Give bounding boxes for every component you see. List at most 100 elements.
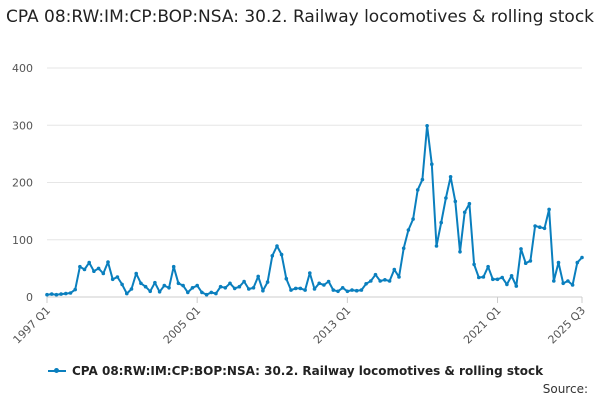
data-point[interactable] [533, 224, 537, 228]
data-point[interactable] [345, 289, 350, 294]
data-point[interactable] [364, 282, 368, 286]
data-point[interactable] [369, 279, 373, 283]
data-point[interactable] [397, 275, 401, 279]
data-point[interactable] [523, 261, 528, 266]
data-point[interactable] [125, 291, 129, 296]
data-point[interactable] [411, 217, 415, 221]
data-point[interactable] [209, 290, 214, 295]
data-point[interactable] [350, 288, 354, 292]
data-point[interactable] [308, 271, 312, 275]
data-point[interactable] [561, 281, 565, 286]
data-point[interactable] [472, 262, 476, 267]
data-point[interactable] [293, 286, 298, 291]
data-point[interactable] [439, 220, 444, 225]
data-point[interactable] [153, 280, 157, 285]
data-point[interactable] [509, 274, 514, 278]
data-point[interactable] [500, 275, 505, 280]
data-point[interactable] [92, 269, 96, 274]
data-point[interactable] [430, 162, 434, 166]
data-point[interactable] [373, 272, 378, 277]
data-point[interactable] [542, 226, 547, 231]
data-point[interactable] [49, 292, 54, 296]
data-point[interactable] [270, 254, 275, 258]
data-point[interactable] [186, 290, 190, 295]
data-point[interactable] [143, 284, 148, 289]
data-point[interactable] [171, 264, 176, 269]
data-point[interactable] [73, 287, 77, 292]
data-point[interactable] [181, 283, 185, 288]
data-point[interactable] [415, 188, 420, 192]
data-point[interactable] [392, 267, 397, 272]
data-point[interactable] [54, 292, 59, 297]
data-point[interactable] [218, 284, 223, 289]
data-point[interactable] [200, 290, 204, 295]
data-point[interactable] [378, 279, 383, 283]
data-point[interactable] [570, 283, 575, 287]
data-point[interactable] [340, 286, 345, 290]
data-point[interactable] [134, 271, 138, 276]
data-point[interactable] [556, 260, 561, 265]
data-point[interactable] [322, 283, 326, 287]
data-point[interactable] [68, 291, 73, 295]
data-point[interactable] [420, 177, 425, 182]
data-point[interactable] [505, 282, 509, 287]
data-point[interactable] [204, 292, 209, 297]
data-point[interactable] [190, 286, 195, 290]
data-point[interactable] [331, 288, 336, 292]
data-point[interactable] [59, 292, 63, 296]
data-point[interactable] [477, 275, 481, 280]
data-point[interactable] [284, 276, 289, 281]
data-point[interactable] [298, 286, 303, 291]
data-point[interactable] [538, 225, 542, 229]
data-point[interactable] [387, 279, 392, 283]
data-point[interactable] [448, 175, 453, 179]
data-point[interactable] [514, 284, 519, 288]
data-point[interactable] [312, 287, 317, 291]
data-point[interactable] [232, 286, 237, 291]
data-point[interactable] [580, 255, 584, 260]
data-point[interactable] [481, 275, 486, 279]
data-point[interactable] [425, 124, 429, 128]
data-point[interactable] [303, 288, 307, 292]
data-point[interactable] [82, 267, 87, 272]
data-point[interactable] [359, 288, 364, 292]
data-point[interactable] [462, 210, 467, 215]
data-point[interactable] [575, 260, 580, 265]
data-point[interactable] [228, 281, 232, 286]
data-point[interactable] [251, 286, 256, 290]
data-point[interactable] [458, 250, 462, 254]
data-point[interactable] [256, 274, 261, 279]
data-point[interactable] [167, 286, 171, 290]
data-point[interactable] [214, 291, 218, 296]
data-point[interactable] [148, 289, 152, 294]
data-point[interactable] [467, 201, 472, 206]
data-point[interactable] [519, 247, 523, 251]
data-point[interactable] [383, 278, 387, 282]
data-point[interactable] [176, 281, 181, 286]
data-point[interactable] [486, 264, 490, 269]
data-point[interactable] [566, 279, 570, 283]
data-point[interactable] [547, 207, 551, 212]
data-point[interactable] [336, 289, 340, 294]
data-point[interactable] [453, 199, 458, 204]
data-point[interactable] [528, 259, 533, 263]
data-point[interactable] [157, 290, 162, 294]
data-point[interactable] [45, 292, 49, 297]
data-point[interactable] [237, 284, 242, 289]
data-point[interactable] [247, 287, 251, 291]
data-point[interactable] [289, 288, 293, 292]
data-point[interactable] [242, 279, 246, 284]
data-point[interactable] [401, 246, 406, 251]
data-point[interactable] [406, 228, 411, 232]
data-point[interactable] [275, 244, 279, 248]
data-point[interactable] [162, 283, 167, 288]
data-point[interactable] [139, 281, 143, 286]
data-point[interactable] [120, 282, 124, 287]
data-point[interactable] [444, 196, 448, 200]
data-point[interactable] [129, 287, 134, 291]
data-point[interactable] [354, 288, 359, 293]
data-point[interactable] [317, 281, 322, 286]
data-point[interactable] [96, 266, 101, 271]
data-point[interactable] [495, 277, 500, 282]
data-point[interactable] [115, 275, 120, 279]
